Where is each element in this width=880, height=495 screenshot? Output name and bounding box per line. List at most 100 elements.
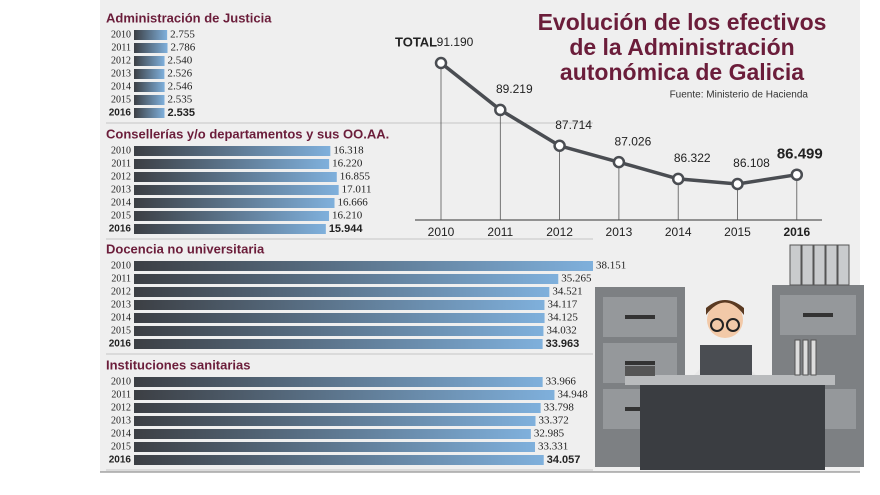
title-line: Evolución de los efectivos [538, 9, 827, 35]
bar [134, 403, 541, 413]
value-label: 87.026 [615, 134, 652, 148]
bar [134, 56, 165, 66]
value-label: 35.265 [561, 273, 592, 285]
category-label: 2012 [111, 55, 131, 66]
category-label: 2016 [109, 108, 132, 119]
category-label: 2014 [111, 312, 131, 323]
value-label: 33.798 [544, 402, 575, 414]
category-label: 2014 [665, 225, 692, 239]
bar [134, 416, 536, 426]
binder [813, 244, 826, 286]
point [434, 56, 448, 70]
value-label: 86.499 [777, 146, 823, 163]
category-label: 2011 [487, 225, 513, 239]
value-label: 34.032 [546, 325, 576, 337]
bar [134, 185, 339, 195]
category-label: 2011 [111, 389, 131, 400]
glasses [726, 318, 740, 332]
source: Fuente: Ministerio de Hacienda [670, 90, 809, 101]
value-label: 16.220 [332, 158, 363, 170]
category-label: 2016 [109, 455, 132, 466]
binder [789, 244, 802, 286]
value-label: 2.526 [167, 68, 192, 80]
value-label: 34.521 [552, 286, 582, 298]
category-label: 2013 [111, 68, 131, 79]
category-label: 2012 [111, 402, 131, 413]
category-label: 2015 [111, 94, 131, 105]
bar [134, 69, 165, 79]
value-label: 33.963 [546, 338, 580, 350]
binder [837, 244, 850, 286]
bar [134, 390, 555, 400]
laptop [700, 345, 752, 379]
handle [625, 361, 655, 365]
category-label: 2014 [111, 197, 131, 208]
bar [134, 82, 165, 92]
category-label: 2010 [428, 225, 455, 239]
bar [134, 43, 168, 53]
category-label: 2014 [111, 428, 131, 439]
bar [134, 300, 545, 310]
category-label: 2010 [111, 376, 131, 387]
title-line: autonómica de Galicia [560, 59, 804, 85]
point [790, 168, 804, 181]
category-label: 2013 [111, 415, 131, 426]
category-label: 2015 [111, 210, 131, 221]
chart-title: Instituciones sanitarias [106, 357, 251, 372]
bar [134, 224, 326, 234]
category-label: 2016 [109, 339, 132, 350]
value-label: 32.985 [534, 428, 565, 440]
category-label: 2013 [111, 299, 131, 310]
category-label: 2014 [111, 81, 131, 92]
value-label: 34.948 [557, 389, 588, 401]
chart-title: Consellerías y/o departamentos y sus OO.… [106, 126, 389, 141]
book [802, 339, 809, 376]
category-label: 2015 [724, 225, 751, 239]
phone [625, 366, 655, 376]
point [494, 103, 507, 117]
desk-top [625, 375, 835, 385]
value-label: 34.057 [547, 454, 581, 466]
bar [134, 159, 330, 169]
point [731, 177, 744, 191]
bar [134, 339, 543, 349]
bar [134, 261, 593, 271]
book [810, 339, 817, 376]
bar [134, 211, 330, 221]
bar [134, 377, 543, 387]
bar [134, 442, 536, 452]
point [553, 139, 566, 153]
hair [706, 300, 744, 315]
value-label: 34.125 [548, 312, 579, 324]
category-label: 2012 [111, 286, 131, 297]
category-label: 2010 [111, 260, 131, 271]
bar [134, 30, 168, 40]
value-label: 33.331 [538, 441, 568, 453]
chart-title: Docencia no universitaria [106, 241, 265, 256]
bar [134, 274, 559, 284]
value-label: 2.546 [168, 81, 193, 93]
category-label: 2012 [111, 171, 131, 182]
category-label: 2011 [111, 273, 131, 284]
bar [134, 313, 545, 323]
bar [134, 455, 544, 465]
bar [134, 108, 165, 118]
title-line: de la Administración [569, 34, 794, 60]
bar [134, 172, 337, 182]
value-label: 89.219 [496, 82, 533, 96]
category-label: 2010 [111, 29, 131, 40]
illustration [595, 244, 864, 470]
bar [134, 429, 531, 439]
glasses [710, 318, 724, 332]
category-label: 2012 [546, 225, 573, 239]
value-label: 2.786 [171, 42, 196, 54]
category-label: 2011 [111, 42, 131, 53]
chart-title: Administración de Justicia [106, 10, 272, 25]
value-label: 86.108 [733, 156, 770, 170]
value-label: 34.117 [547, 299, 577, 311]
bar [134, 326, 544, 336]
handle [803, 313, 833, 317]
value-label: 33.966 [546, 376, 577, 388]
category-label: 2013 [606, 225, 633, 239]
value-label: 16.666 [338, 197, 369, 209]
